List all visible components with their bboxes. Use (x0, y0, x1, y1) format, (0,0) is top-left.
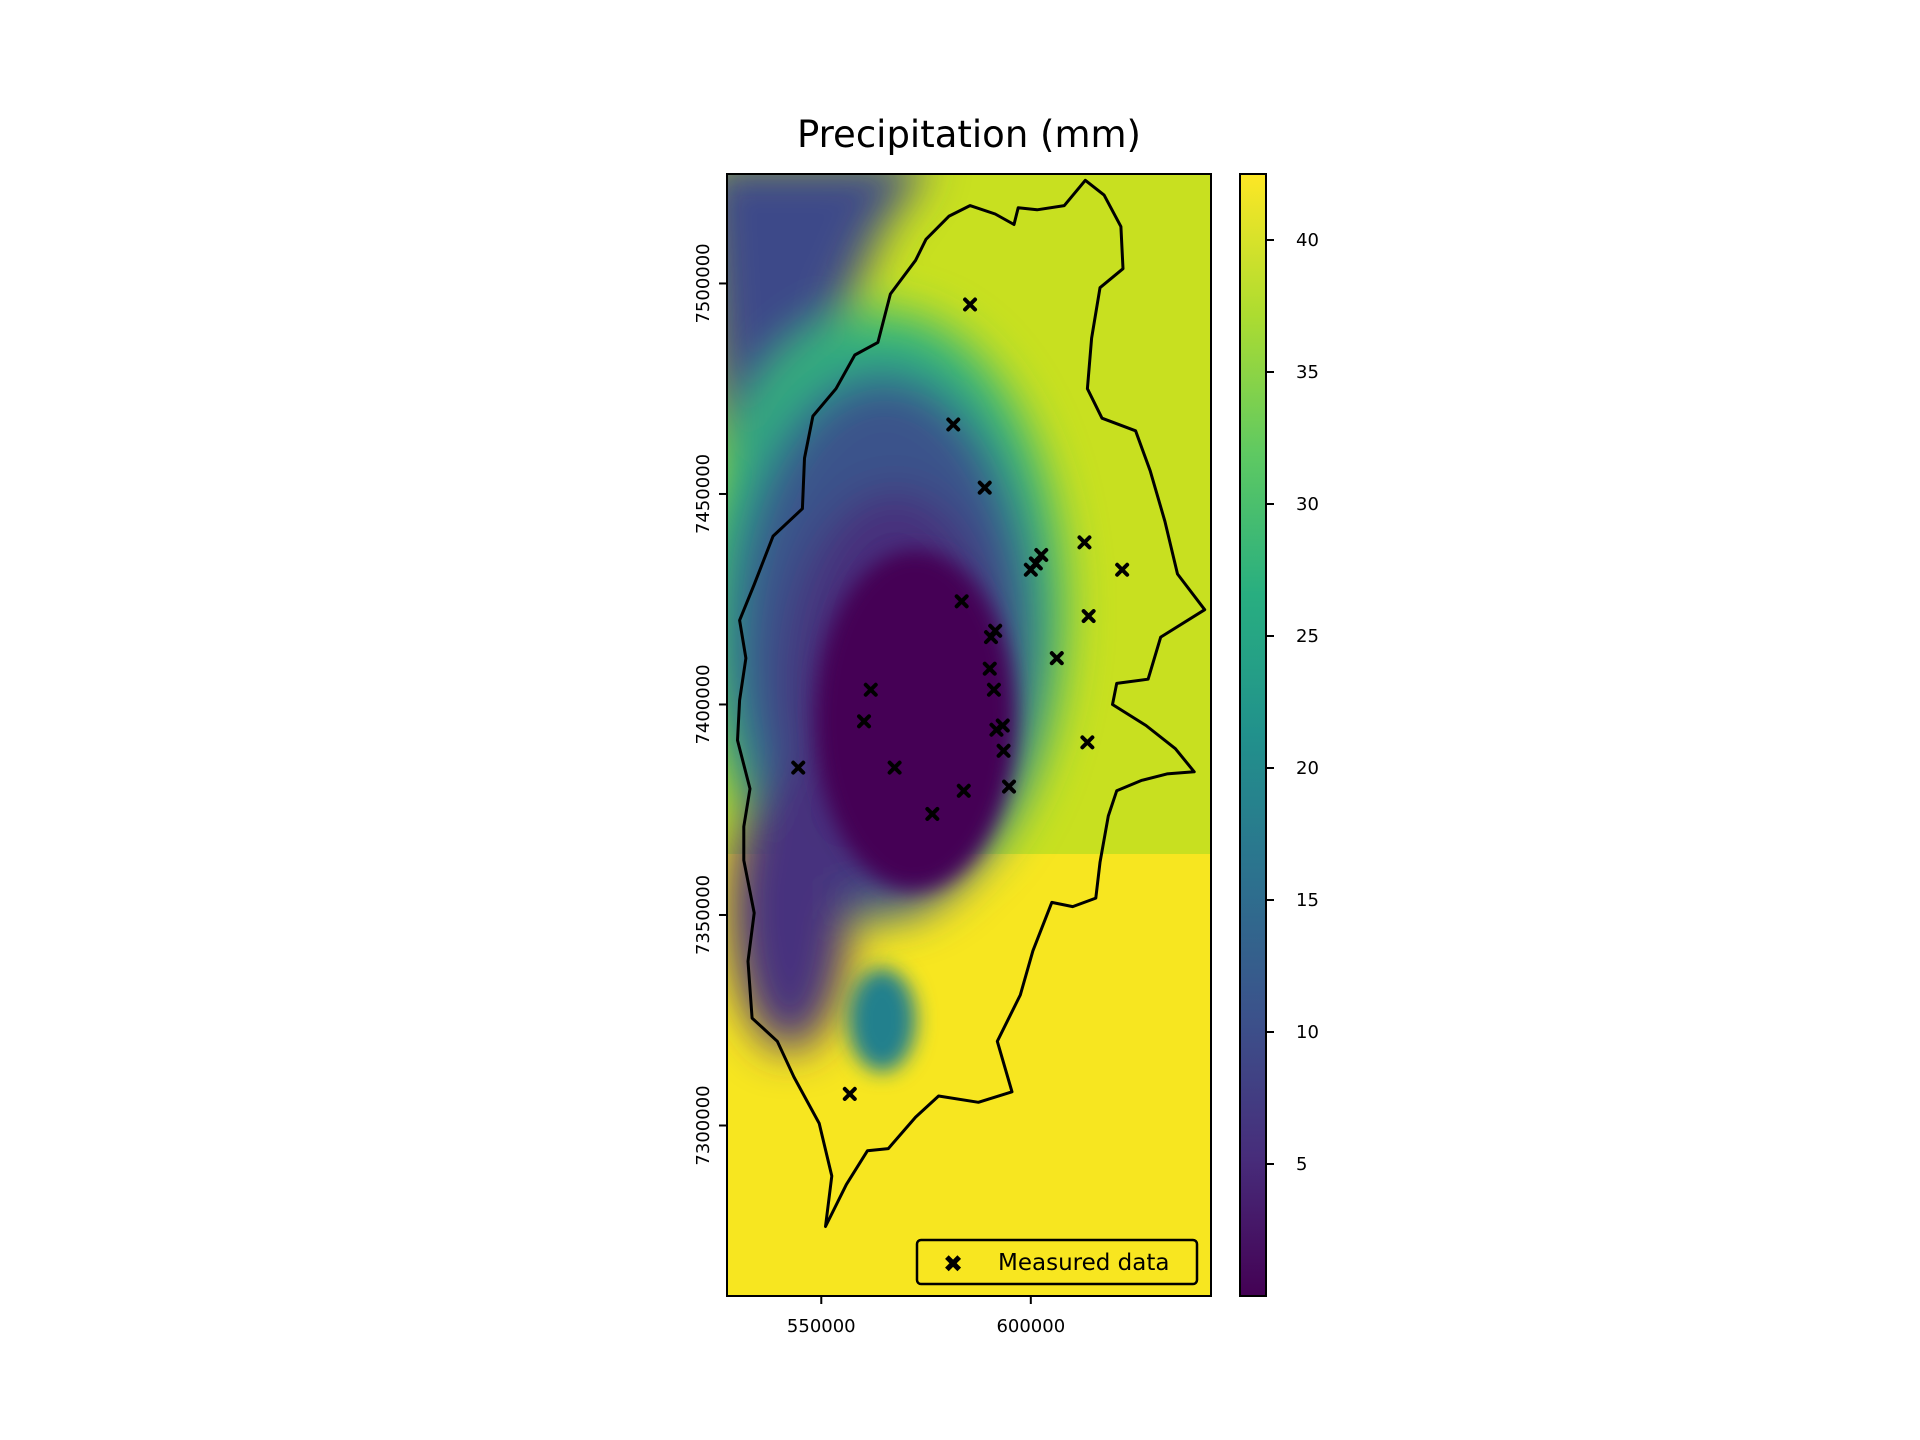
measured-point (887, 760, 902, 775)
measured-point (1115, 562, 1130, 577)
measured-point (986, 682, 1001, 697)
x-tick-label: 550000 (787, 1316, 856, 1337)
measured-point (1049, 651, 1064, 666)
measured-point (857, 714, 872, 729)
measured-point (1081, 609, 1096, 624)
measured-point (863, 682, 878, 697)
y-tick-label: 7350000 (693, 875, 714, 955)
measured-point (1080, 735, 1095, 750)
colorbar-tick-label: 15 (1296, 890, 1319, 911)
x-tick-label: 600000 (996, 1316, 1065, 1337)
measured-point (946, 417, 961, 432)
measured-point (956, 783, 971, 798)
measured-point (1002, 779, 1017, 794)
colorbar-tick-label: 30 (1296, 494, 1319, 515)
y-tick-label: 7450000 (693, 454, 714, 534)
colorbar-tick-label: 35 (1296, 362, 1319, 383)
measured-point (1077, 535, 1092, 550)
measured-point (925, 806, 940, 821)
measured-point (996, 743, 1011, 758)
measured-point (842, 1086, 857, 1101)
y-tick-label: 7400000 (693, 664, 714, 744)
colorbar-tick-label: 25 (1296, 626, 1319, 647)
legend-box (915, 1238, 1199, 1286)
measured-point (977, 480, 992, 495)
colorbar-gradient (1239, 173, 1267, 1297)
plot-frame (726, 173, 1212, 1297)
measured-point (1023, 562, 1038, 577)
colorbar-tick-label: 20 (1296, 758, 1319, 779)
measured-point (791, 760, 806, 775)
field-northwest-low (727, 174, 920, 510)
field-core (815, 550, 1015, 890)
y-tick-label: 7300000 (693, 1085, 714, 1165)
colorbar-tick-label: 10 (1296, 1022, 1319, 1043)
colorbar-tick-label: 40 (1296, 230, 1319, 251)
measured-point (984, 630, 998, 645)
measured-point (982, 661, 997, 676)
legend-marker-icon: ✖ (943, 1250, 963, 1278)
measured-point (1034, 548, 1049, 563)
colorbar: 5 10 15 20 25 30 35 40 (1239, 173, 1319, 1297)
catchment-boundary (736, 178, 1207, 1228)
measured-point (963, 297, 978, 312)
field-southwest-tongue (730, 770, 850, 1050)
y-tick-label: 7500000 (693, 243, 714, 323)
legend-label: Measured data (998, 1250, 1169, 1276)
chart-title: Precipitation (mm) (797, 113, 1141, 156)
measured-point (989, 722, 1004, 737)
legend: ✖ Measured data (915, 1238, 1199, 1286)
precipitation-heatmap (727, 174, 1211, 1296)
colorbar-tick-label: 5 (1296, 1154, 1307, 1175)
measured-point (954, 594, 969, 609)
field-southern-pocket (848, 968, 916, 1072)
